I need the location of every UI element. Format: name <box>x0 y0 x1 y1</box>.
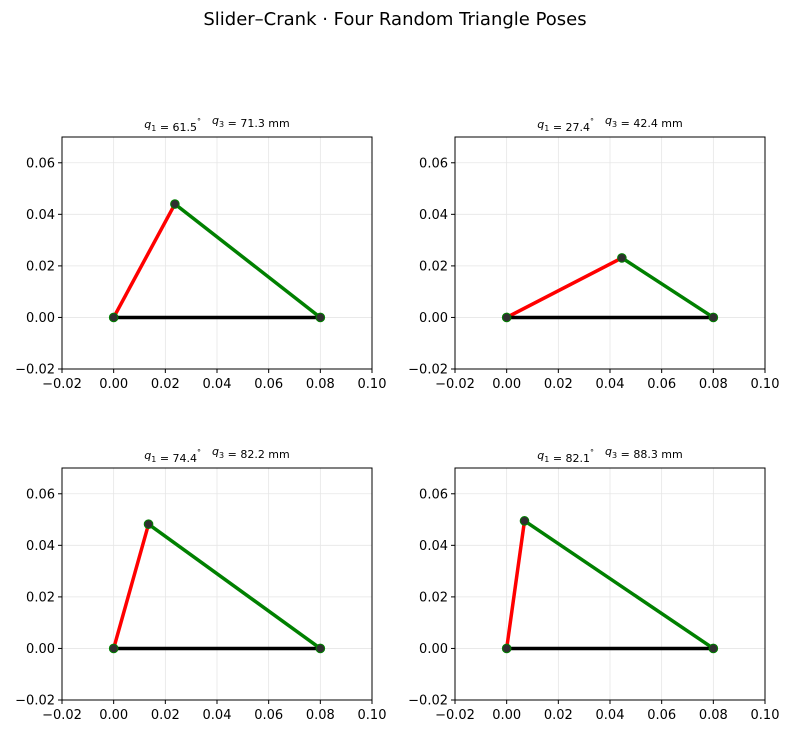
y-tick-label: 0.04 <box>26 208 55 223</box>
subplot-title: q1 = 61.5° q3 = 71.3 mm <box>144 114 290 134</box>
joint-marker <box>501 312 512 323</box>
figure-suptitle: Slider–Crank · Four Random Triangle Pose… <box>203 9 586 30</box>
y-tick-label: 0.00 <box>26 311 55 326</box>
subplot-grid: −0.02 0.00 0.02 0.04 0.06 0.08 0.10 −0.02 0.00 0.… <box>15 114 779 723</box>
x-tick-label: 0.02 <box>544 377 573 392</box>
crank-link-line <box>504 520 527 649</box>
y-tick-label: 0.00 <box>419 311 448 326</box>
joint-marker <box>143 519 154 529</box>
subplot-title: q1 = 27.4° q3 = 42.4 mm <box>537 114 683 134</box>
subplot-3: −0.02 0.00 0.02 0.04 0.06 0.08 0.10 −0.02 0.00 0.… <box>15 445 386 723</box>
y-tick-label: 0.06 <box>419 487 448 502</box>
crank-link-line <box>112 203 177 319</box>
x-tick-label: 0.08 <box>699 377 728 392</box>
y-tick-label: 0.06 <box>419 156 448 171</box>
joint-marker <box>108 312 119 323</box>
y-tick-label: 0.04 <box>419 539 448 554</box>
y-tick-label: 0.06 <box>26 487 55 502</box>
joint-marker <box>501 643 512 654</box>
y-tick-label: 0.02 <box>26 259 55 274</box>
subplot-2: −0.02 0.00 0.02 0.04 0.06 0.08 0.10 −0.02 0.00 0.… <box>408 114 779 392</box>
joint-marker <box>170 199 180 209</box>
joint-marker <box>617 253 627 263</box>
joint-marker <box>708 643 719 654</box>
coupler-link-line <box>173 202 322 319</box>
x-tick-label: 0.10 <box>358 708 387 723</box>
y-tick-label: −0.02 <box>408 694 448 709</box>
x-tick-label: 0.04 <box>203 377 232 392</box>
x-tick-label: 0.08 <box>306 708 335 723</box>
coupler-link-line <box>523 519 715 650</box>
y-tick-label: −0.02 <box>15 694 55 709</box>
coupler-link-line <box>620 256 715 319</box>
y-tick-label: 0.00 <box>26 642 55 657</box>
subplot-title: q1 = 82.1° q3 = 88.3 mm <box>537 445 683 465</box>
x-tick-label: 0.10 <box>751 708 780 723</box>
x-tick-label: 0.02 <box>151 377 180 392</box>
x-tick-label: 0.04 <box>203 708 232 723</box>
x-tick-label: 0.06 <box>254 708 283 723</box>
y-tick-label: 0.02 <box>419 259 448 274</box>
joint-marker <box>108 643 119 654</box>
y-tick-label: 0.04 <box>419 208 448 223</box>
crank-link-line <box>111 523 151 649</box>
joint-marker <box>315 643 326 654</box>
y-tick-label: 0.00 <box>419 642 448 657</box>
x-tick-label: 0.02 <box>151 708 180 723</box>
x-tick-label: 0.00 <box>99 377 128 392</box>
joint-marker <box>708 312 719 323</box>
x-tick-label: 0.04 <box>596 708 625 723</box>
x-tick-label: 0.00 <box>492 708 521 723</box>
subplot-1: −0.02 0.00 0.02 0.04 0.06 0.08 0.10 −0.02 0.00 0.… <box>15 114 386 392</box>
x-tick-label: 0.10 <box>751 377 780 392</box>
coupler-link-line <box>147 522 322 650</box>
y-tick-label: −0.02 <box>15 363 55 378</box>
y-tick-label: −0.02 <box>408 363 448 378</box>
y-tick-label: 0.02 <box>26 590 55 605</box>
y-tick-label: 0.02 <box>419 590 448 605</box>
x-tick-label: −0.02 <box>435 377 475 392</box>
subplot-title: q1 = 74.4° q3 = 82.2 mm <box>144 445 290 465</box>
y-tick-label: 0.04 <box>26 539 55 554</box>
subplot-4: −0.02 0.00 0.02 0.04 0.06 0.08 0.10 −0.02 0.00 0.… <box>408 445 779 723</box>
x-tick-label: −0.02 <box>42 708 82 723</box>
x-tick-label: 0.00 <box>99 708 128 723</box>
x-tick-label: −0.02 <box>42 377 82 392</box>
x-tick-label: 0.02 <box>544 708 573 723</box>
x-tick-label: 0.00 <box>492 377 521 392</box>
crank-link-line <box>505 256 623 319</box>
x-tick-label: 0.06 <box>647 377 676 392</box>
x-tick-label: −0.02 <box>435 708 475 723</box>
x-tick-label: 0.06 <box>647 708 676 723</box>
y-tick-label: 0.06 <box>26 156 55 171</box>
x-tick-label: 0.08 <box>306 377 335 392</box>
x-tick-label: 0.08 <box>699 708 728 723</box>
x-tick-label: 0.06 <box>254 377 283 392</box>
joint-marker <box>315 312 326 323</box>
x-tick-label: 0.10 <box>358 377 387 392</box>
joint-marker <box>519 516 530 526</box>
x-tick-label: 0.04 <box>596 377 625 392</box>
